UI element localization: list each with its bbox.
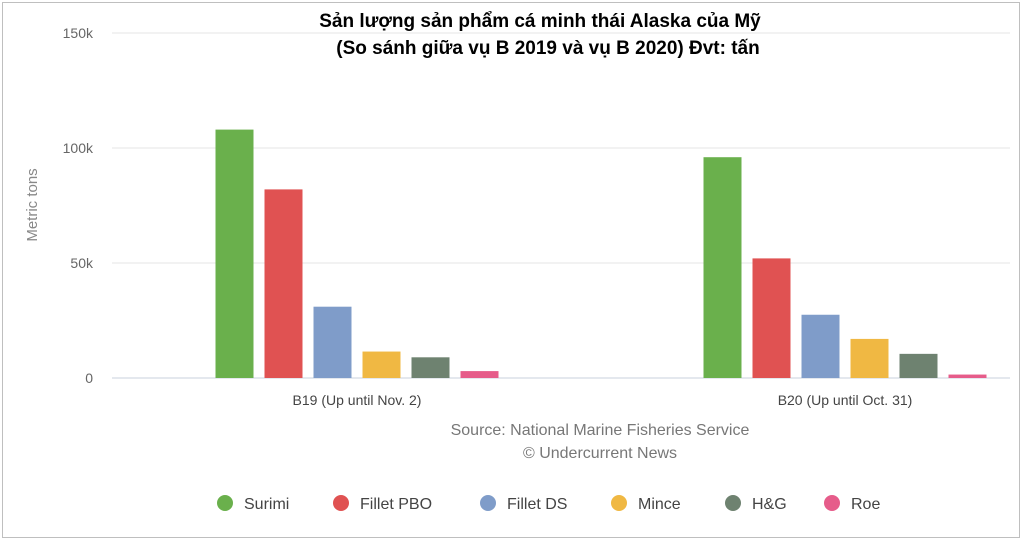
bars bbox=[215, 129, 987, 378]
bar-surimi-2 bbox=[703, 157, 742, 378]
chart-title: Sản lượng sản phẩm cá minh thái Alaska c… bbox=[319, 11, 761, 32]
y-tick-label: 100k bbox=[63, 140, 94, 156]
bar-h-g-1 bbox=[411, 357, 450, 378]
y-tick-label: 0 bbox=[85, 370, 93, 386]
y-axis-label: Metric tons bbox=[24, 168, 41, 241]
legend-item-fillet-pbo[interactable]: Fillet PBO bbox=[333, 495, 432, 513]
chart-subtitle: (So sánh giữa vụ B 2019 và vụ B 2020) Đv… bbox=[336, 38, 759, 59]
legend-item-h-g[interactable]: H&G bbox=[725, 495, 787, 513]
legend-label: Fillet PBO bbox=[360, 496, 432, 513]
bar-surimi-1 bbox=[215, 129, 254, 378]
x-category-label: B20 (Up until Oct. 31) bbox=[778, 392, 913, 408]
legend-marker bbox=[333, 495, 349, 511]
legend-item-mince[interactable]: Mince bbox=[611, 495, 681, 513]
legend-item-surimi[interactable]: Surimi bbox=[217, 495, 289, 513]
legend-label: Fillet DS bbox=[507, 496, 567, 513]
bar-fillet-pbo-1 bbox=[264, 189, 303, 378]
x-axis-categories: B19 (Up until Nov. 2) B20 (Up until Oct. … bbox=[293, 392, 913, 408]
legend: Surimi Fillet PBO Fillet DS Mince H&G Roe bbox=[217, 495, 880, 513]
y-tick-label: 50k bbox=[70, 255, 94, 271]
bar-mince-1 bbox=[362, 351, 401, 378]
legend-item-roe[interactable]: Roe bbox=[824, 495, 880, 513]
legend-marker bbox=[611, 495, 627, 511]
bar-fillet-pbo-2 bbox=[752, 258, 791, 378]
copyright-text: © Undercurrent News bbox=[523, 445, 677, 462]
y-axis-ticks: 0 50k 100k 150k bbox=[63, 25, 94, 386]
legend-label: H&G bbox=[752, 496, 787, 513]
x-category-label: B19 (Up until Nov. 2) bbox=[293, 392, 422, 408]
legend-marker bbox=[217, 495, 233, 511]
legend-marker bbox=[725, 495, 741, 511]
source-text: Source: National Marine Fisheries Servic… bbox=[451, 422, 750, 439]
legend-label: Mince bbox=[638, 496, 681, 513]
legend-label: Surimi bbox=[244, 496, 289, 513]
legend-label: Roe bbox=[851, 496, 880, 513]
legend-marker bbox=[480, 495, 496, 511]
bar-h-g-2 bbox=[899, 353, 938, 378]
bar-roe-1 bbox=[460, 371, 499, 378]
legend-marker bbox=[824, 495, 840, 511]
bar-fillet-ds-2 bbox=[801, 314, 840, 378]
bar-fillet-ds-1 bbox=[313, 306, 352, 378]
legend-item-fillet-ds[interactable]: Fillet DS bbox=[480, 495, 567, 513]
bar-mince-2 bbox=[850, 338, 889, 378]
y-tick-label: 150k bbox=[63, 25, 94, 41]
bar-roe-2 bbox=[948, 374, 987, 378]
